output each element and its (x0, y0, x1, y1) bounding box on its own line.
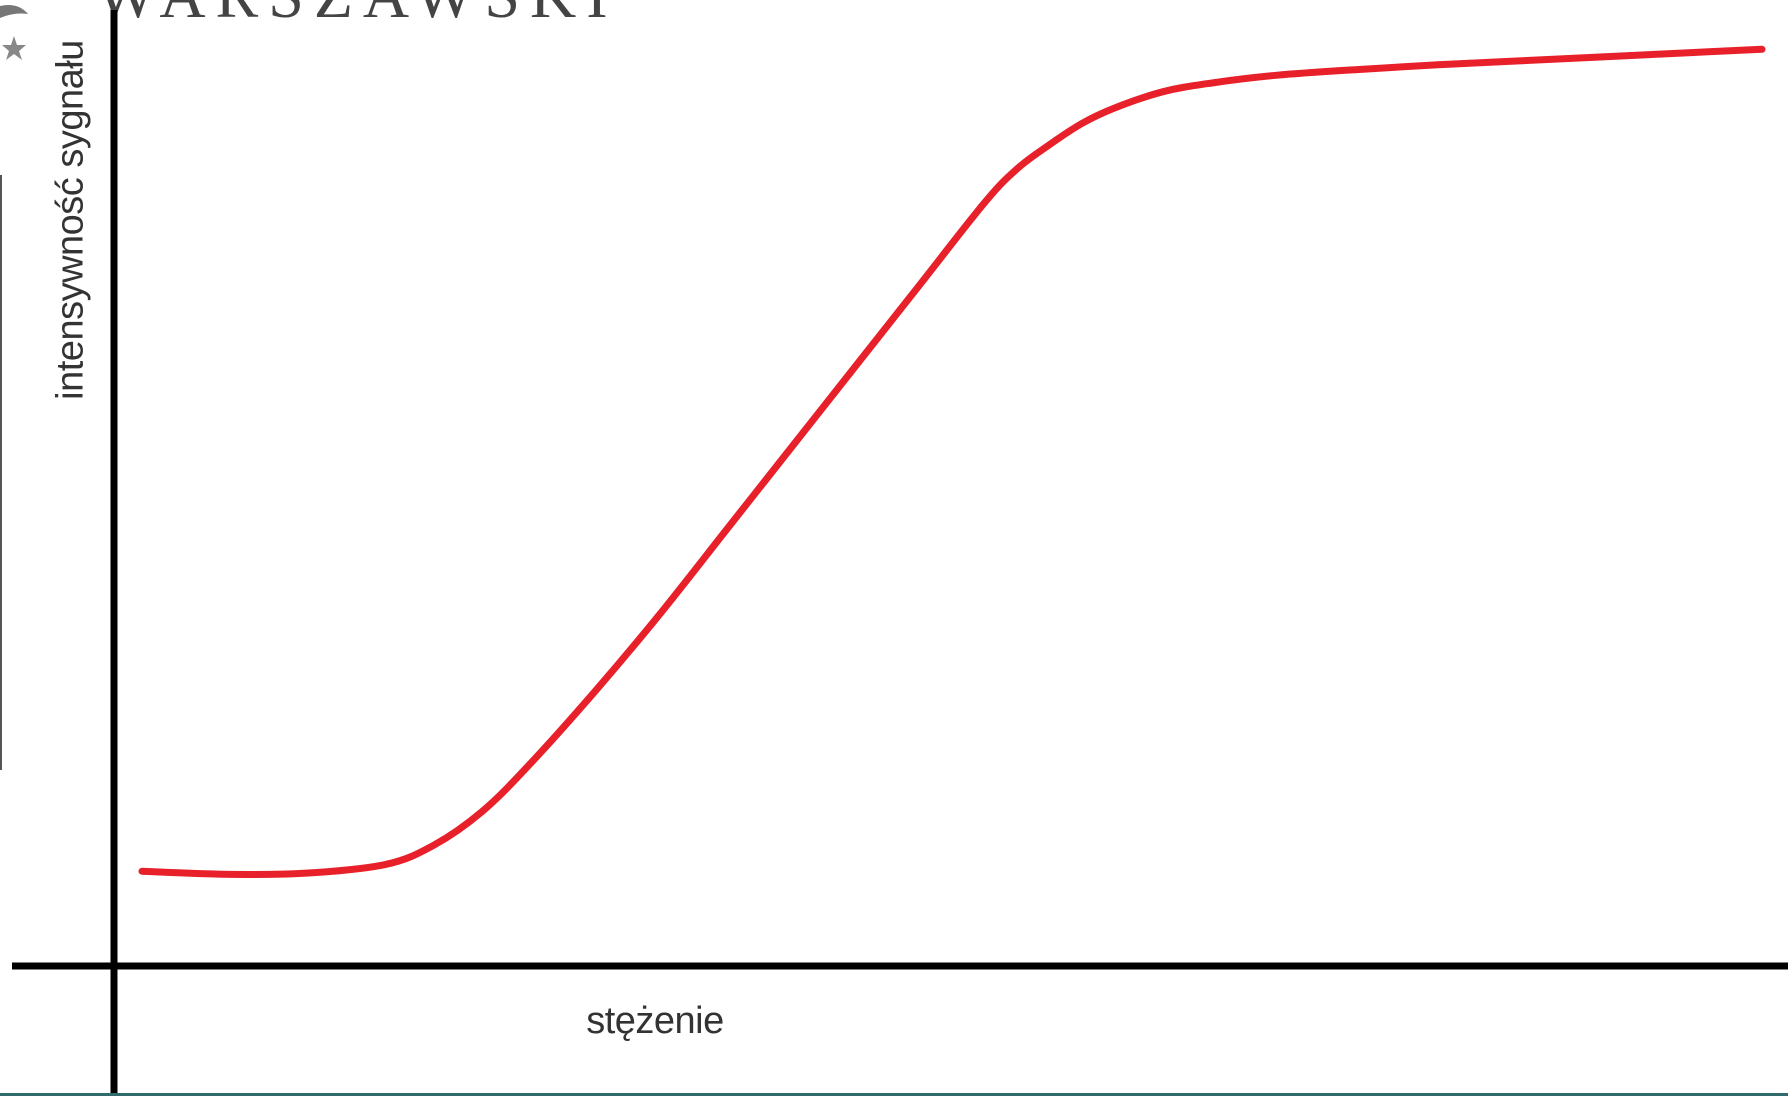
page-edge-divider (0, 175, 2, 770)
bottom-border (0, 1093, 1788, 1096)
series-line-0 (138, 45, 1766, 879)
logo-emblem-icon (0, 5, 28, 60)
y-axis-label: intensywność sygnału (49, 40, 92, 400)
header-text: WARSZAWSKI (96, 0, 618, 28)
series-layer (138, 45, 1766, 879)
x-axis-label: stężenie (586, 1000, 724, 1042)
